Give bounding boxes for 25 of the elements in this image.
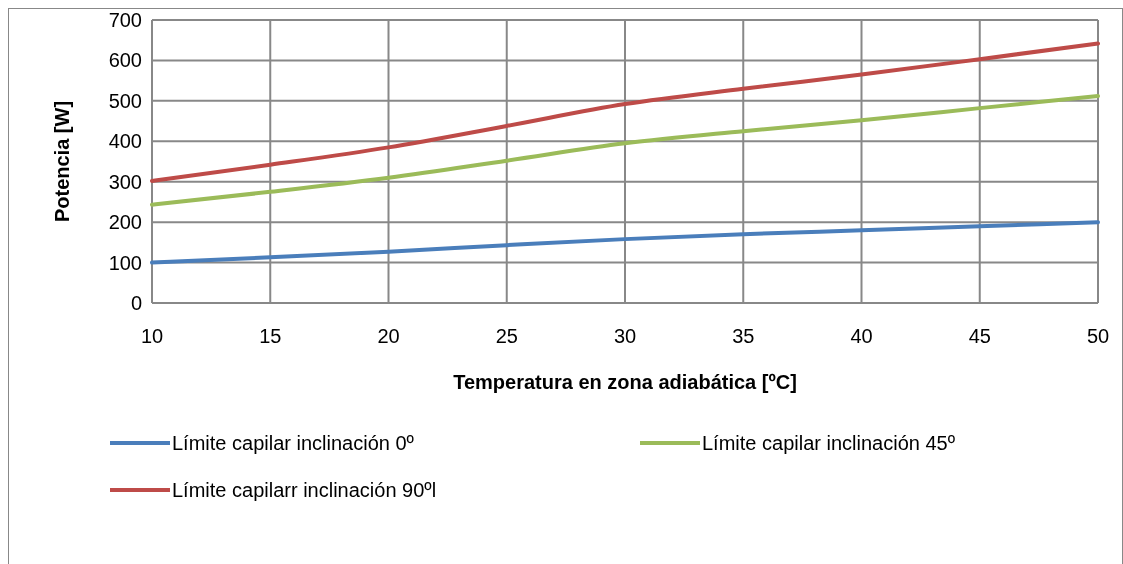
y-tick-label: 100: [108, 251, 142, 274]
x-tick-label: 10: [140, 325, 164, 347]
y-tick-label: 700: [108, 9, 142, 31]
line-series: [150, 41, 1100, 183]
x-tick-label: 25: [495, 325, 518, 347]
x-tick-label: 20: [377, 325, 400, 347]
y-tick-label: 600: [108, 49, 142, 72]
legend-label: Límite capilar inclinación 45º: [702, 432, 956, 454]
line-series: [150, 94, 1100, 207]
line-series: [150, 220, 1100, 265]
x-tick-label: 45: [968, 325, 991, 347]
y-tick-label: 400: [108, 130, 142, 153]
y-tick-label: 500: [108, 89, 142, 112]
legend-label: Límite capilar inclinación 0º: [172, 432, 415, 454]
x-tick-label: 30: [613, 325, 637, 347]
x-tick-label: 15: [259, 325, 282, 347]
y-tick-label: 300: [108, 170, 142, 193]
legend-label: Límite capilarr inclinación 90ºl: [172, 479, 437, 501]
x-tick-label: 40: [850, 325, 873, 347]
y-tick-label: 0: [130, 292, 142, 314]
y-axis-title: Potencia [W]: [51, 100, 73, 223]
x-axis-title: Temperatura en zona adiabática [ºC]: [453, 371, 797, 393]
y-tick-label: 200: [108, 211, 142, 234]
x-tick-label: 50: [1086, 325, 1110, 347]
x-tick-label: 35: [732, 325, 755, 347]
